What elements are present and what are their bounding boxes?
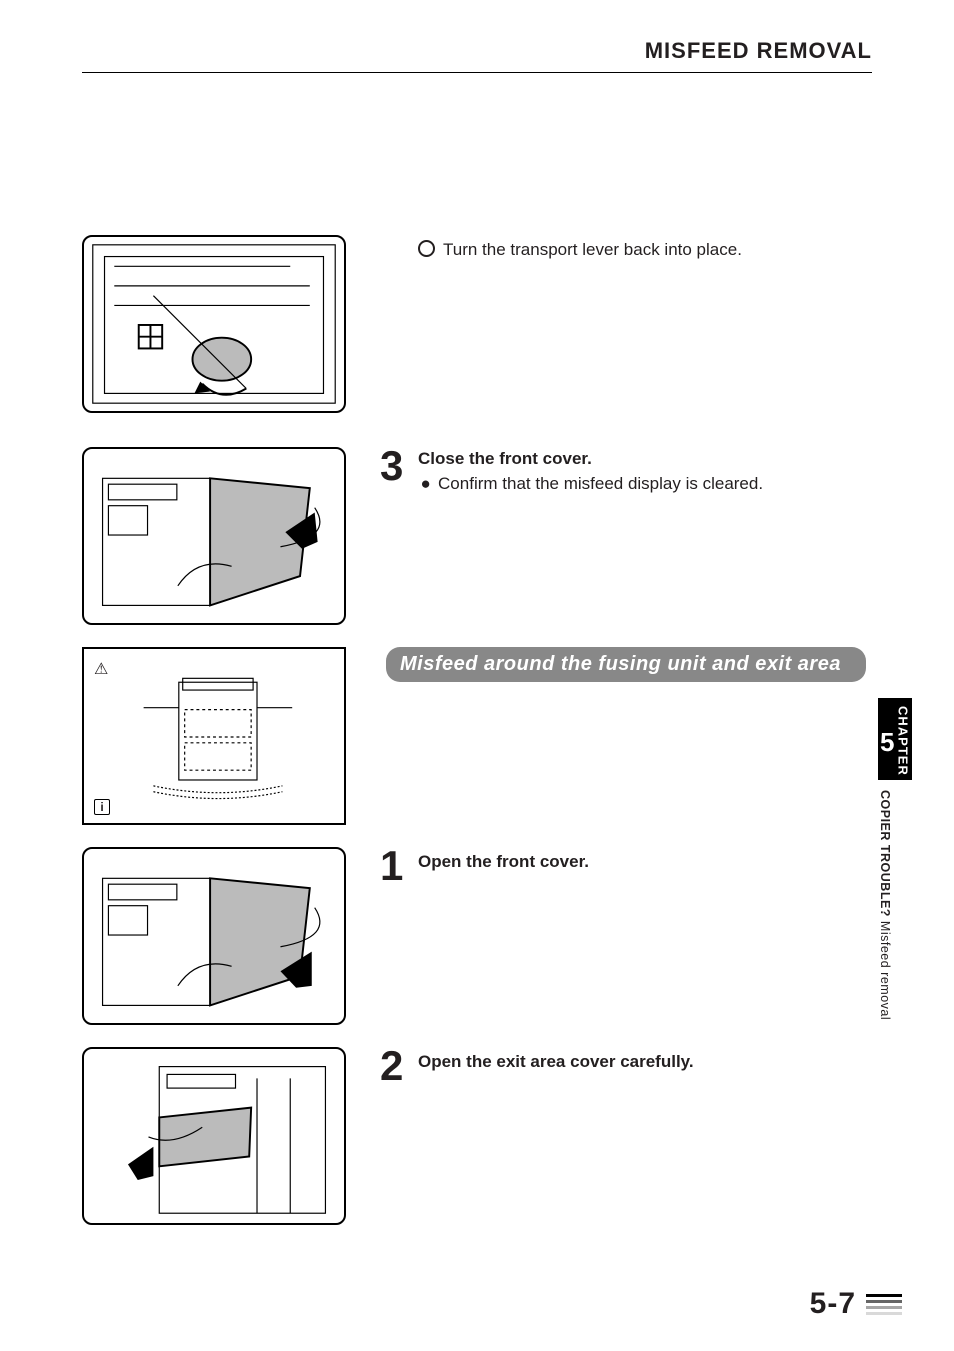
step-2-block: Open the exit area cover carefully. xyxy=(418,1050,694,1075)
substep-text-row: Turn the transport lever back into place… xyxy=(418,238,742,263)
chapter-label: CHAPTER xyxy=(895,706,910,776)
chapter-tail-plain: Misfeed removal xyxy=(878,917,892,1020)
page-footer: 5-7 xyxy=(810,1287,902,1321)
illustration-open-cover xyxy=(82,847,346,1025)
warning-triangle-icon: ⚠ xyxy=(94,659,108,679)
step-3-block: Close the front cover. ● Confirm that th… xyxy=(418,447,763,496)
chapter-side-tab: CHAPTER 5 COPIER TROUBLE? Misfeed remova… xyxy=(878,698,904,1020)
footer-bars-icon xyxy=(866,1294,902,1315)
substep-text: Turn the transport lever back into place… xyxy=(443,240,742,259)
illustration-transport-lever xyxy=(82,235,346,413)
step-1-title: Open the front cover. xyxy=(418,852,589,871)
step-3-bullet: Confirm that the misfeed display is clea… xyxy=(438,474,763,493)
chapter-number: 5 xyxy=(880,729,895,755)
info-icon: i xyxy=(94,799,110,815)
content-area: MISFEED REMOVAL xyxy=(82,38,872,73)
section-heading-pill: Misfeed around the fusing unit and exit … xyxy=(386,647,866,682)
page-number: 5-7 xyxy=(810,1287,856,1321)
illustration-close-cover xyxy=(82,447,346,625)
step-3-number: 3 xyxy=(380,442,403,490)
manual-page: MISFEED REMOVAL Turn the transport lever… xyxy=(0,0,954,1351)
step-1-number: 1 xyxy=(380,842,403,890)
illustration-open-exit-cover xyxy=(82,1047,346,1225)
step-2-title: Open the exit area cover carefully. xyxy=(418,1052,694,1071)
step-1-block: Open the front cover. xyxy=(418,850,589,875)
step-3-title: Close the front cover. xyxy=(418,449,592,468)
page-header-title: MISFEED REMOVAL xyxy=(82,38,872,73)
circle-bullet-icon xyxy=(418,240,435,257)
illustration-warning-overview: ⚠ i xyxy=(82,647,346,825)
chapter-tail-bold: COPIER TROUBLE? xyxy=(878,790,892,917)
chapter-tab-black: CHAPTER 5 xyxy=(878,698,912,780)
step-2-number: 2 xyxy=(380,1042,403,1090)
chapter-tab-tail: COPIER TROUBLE? Misfeed removal xyxy=(878,780,892,1020)
